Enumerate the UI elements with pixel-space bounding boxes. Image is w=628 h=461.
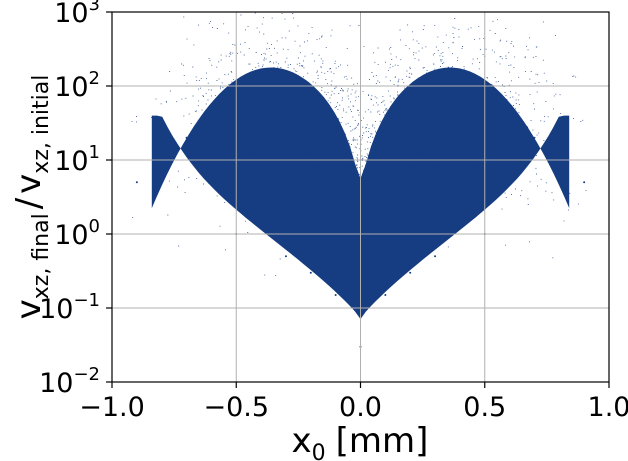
y-tick-label: 10−1 (39, 290, 100, 325)
data-point (384, 145, 387, 148)
y-axis-denominator-sub: xz, initial (29, 75, 54, 174)
y-axis-title: vxz, final/vxz, initial (9, 75, 54, 320)
data-point (210, 114, 213, 117)
x-axis-sub: 0 (312, 441, 326, 461)
data-point (309, 271, 312, 274)
y-tick-label: 100 (54, 216, 100, 251)
x-tick-label: 0.0 (339, 392, 382, 423)
data-point (185, 136, 188, 139)
y-axis-slash: / (9, 197, 49, 209)
y-axis-denominator: v (9, 174, 49, 194)
scatter-points (131, 12, 587, 280)
x-tick-label: 1.0 (588, 392, 628, 423)
x-tick-label: 0.5 (463, 392, 506, 423)
data-point (260, 92, 263, 95)
y-tick-label: 102 (54, 68, 100, 103)
data-point (434, 255, 437, 258)
data-point (347, 181, 350, 184)
x-tick-label: −1.0 (79, 392, 145, 423)
data-point (135, 181, 138, 184)
data-point (583, 181, 586, 184)
y-axis-numerator: v (9, 299, 49, 319)
data-point (409, 114, 412, 117)
x-axis-title: x0 [mm] (292, 421, 429, 461)
x-tick-label: −0.5 (203, 392, 269, 423)
grid-lines (111, 11, 610, 383)
data-point (284, 255, 287, 258)
data-point (458, 92, 461, 95)
data-point (371, 181, 374, 184)
data-point (533, 136, 536, 139)
data-point (434, 96, 437, 99)
y-tick-label: 101 (54, 142, 100, 177)
data-point (409, 271, 412, 274)
data-point (334, 145, 337, 148)
y-tick-label: 103 (54, 0, 100, 29)
data-point (334, 293, 337, 296)
data-point-cloud (131, 12, 587, 348)
data-point (309, 114, 312, 117)
data-point (508, 114, 511, 117)
data-point (284, 96, 287, 99)
x-axis-var: x (292, 421, 312, 461)
y-axis-numerator-sub: xz, final (29, 213, 54, 299)
data-point (384, 293, 387, 296)
y-tick-label: 10−2 (39, 364, 100, 399)
x-axis-unit: [mm] (336, 421, 429, 461)
axis-ticks: −1.0 −0.5 0.0 0.5 1.0 10−2 10−1 100 101 102 103 (39, 0, 628, 423)
